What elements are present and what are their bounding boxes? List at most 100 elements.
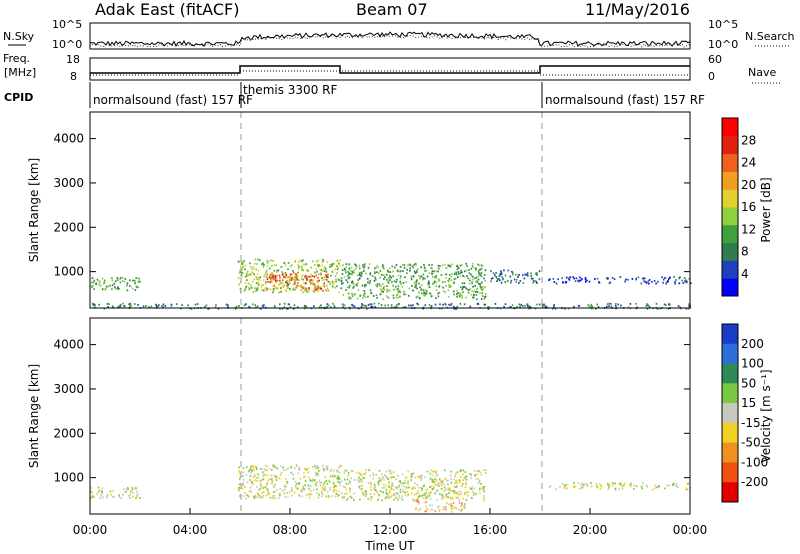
power-cell	[412, 304, 414, 307]
velocity-cell	[477, 478, 480, 480]
power-cell	[304, 276, 307, 279]
velocity-cell	[453, 478, 455, 481]
power-cell	[536, 272, 538, 274]
power-cell	[382, 290, 384, 293]
power-cell	[353, 269, 355, 272]
power-cell	[645, 281, 648, 284]
velocity-colorbar-tick-label: -100	[741, 455, 768, 469]
power-cell	[397, 285, 400, 288]
power-cell	[252, 281, 254, 283]
velocity-cell	[265, 494, 267, 497]
power-cell	[423, 267, 426, 270]
velocity-cell	[373, 483, 376, 486]
power-cell	[123, 280, 126, 283]
power-cell	[217, 307, 220, 310]
power-cell	[294, 261, 297, 263]
power-cell	[565, 276, 568, 279]
power-cell	[437, 267, 440, 270]
velocity-cell	[426, 507, 428, 510]
velocity-cell	[271, 469, 273, 471]
velocity-cell	[619, 483, 622, 486]
power-cell	[362, 297, 364, 299]
velocity-cell	[432, 470, 434, 473]
velocity-cell	[686, 482, 689, 485]
velocity-cell	[415, 493, 417, 496]
power-cell	[306, 275, 309, 278]
velocity-cell	[581, 486, 583, 489]
nsky-trace	[89, 31, 691, 47]
power-cell	[347, 270, 349, 273]
power-cell	[306, 288, 308, 290]
velocity-cell	[448, 503, 450, 506]
power-cell	[320, 273, 322, 276]
power-cell	[422, 273, 425, 276]
power-cell	[586, 279, 588, 282]
power-cell	[356, 284, 358, 287]
velocity-cell	[425, 492, 427, 495]
velocity-cell	[601, 485, 603, 488]
velocity-cell	[282, 489, 284, 492]
velocity-cell	[460, 493, 462, 496]
velocity-cell	[372, 477, 374, 480]
velocity-cell	[387, 478, 389, 480]
power-cell	[538, 303, 541, 306]
power-cell	[506, 280, 509, 282]
velocity-cell	[391, 488, 393, 491]
velocity-cell	[383, 479, 385, 481]
power-cell	[407, 294, 410, 297]
power-data-layer	[90, 258, 692, 310]
velocity-cell	[418, 502, 421, 505]
velocity-cell	[391, 482, 394, 485]
power-colorbar-swatch	[722, 224, 738, 244]
velocity-cell	[349, 490, 351, 493]
velocity-cell	[379, 490, 382, 493]
power-cell	[91, 286, 93, 289]
velocity-cell	[548, 486, 551, 488]
velocity-cell	[338, 466, 340, 469]
power-cell	[280, 287, 282, 290]
power-cell	[254, 304, 256, 306]
power-cell	[456, 264, 459, 267]
power-cell	[323, 266, 326, 269]
power-cell	[259, 276, 262, 279]
power-cell	[346, 286, 349, 289]
velocity-cell	[381, 477, 384, 480]
velocity-cell	[433, 481, 436, 484]
power-cell	[139, 280, 141, 283]
power-cell	[245, 272, 248, 275]
nave-label: Nave	[748, 66, 776, 79]
power-cell	[415, 263, 417, 266]
velocity-cell	[434, 483, 437, 486]
velocity-cell	[445, 495, 448, 498]
velocity-cell	[307, 471, 310, 474]
velocity-cell	[361, 476, 364, 479]
power-cell	[238, 272, 241, 274]
power-cell	[248, 283, 251, 285]
velocity-cell	[374, 484, 376, 487]
power-cell	[351, 273, 354, 276]
velocity-cell	[369, 493, 372, 495]
velocity-cell	[595, 482, 598, 485]
velocity-cell	[126, 488, 128, 491]
velocity-cell	[248, 470, 250, 473]
power-cell	[258, 279, 261, 281]
power-cell	[526, 303, 529, 306]
velocity-cell	[253, 474, 256, 476]
power-cell	[448, 295, 450, 298]
power-cell	[326, 261, 329, 263]
power-cell	[527, 275, 529, 277]
power-cell	[470, 293, 473, 296]
power-cell	[302, 287, 305, 290]
cpid-segment-label-2: themis 3300 RF	[243, 83, 337, 97]
power-cell	[273, 304, 276, 307]
power-cell	[484, 279, 486, 282]
velocity-cell	[426, 495, 429, 498]
power-cell	[262, 266, 265, 269]
power-cell	[345, 266, 348, 268]
power-cell	[383, 288, 386, 291]
power-colorbar-swatch	[722, 118, 738, 137]
velocity-plot-background	[90, 318, 690, 514]
velocity-cell	[251, 482, 254, 485]
velocity-cell	[450, 497, 452, 500]
